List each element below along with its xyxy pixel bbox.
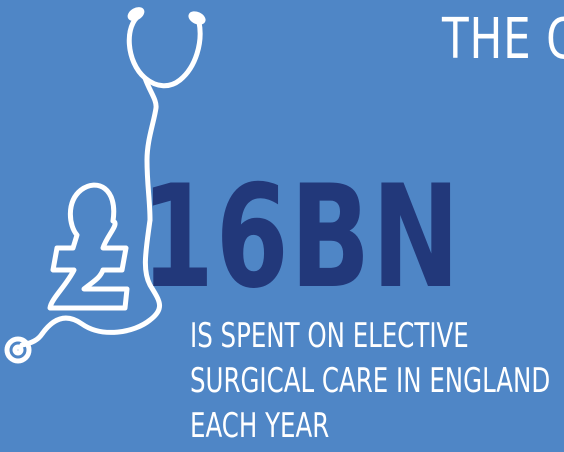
stethoscope-earpiece-right (188, 11, 206, 25)
spend-amount: 16BN (141, 155, 462, 320)
description-line-1: IS SPENT ON ELECTIVE (190, 316, 469, 356)
pound-sign-icon (47, 182, 130, 311)
stethoscope-earpiece-left (127, 7, 145, 21)
spend-description: IS SPENT ON ELECTIVE SURGICAL CARE IN EN… (190, 314, 564, 449)
description-line-3: EACH YEAR (190, 406, 330, 446)
description-line-2: SURGICAL CARE IN ENGLAND (190, 361, 551, 401)
page-title-fragment: THE C (442, 7, 564, 72)
